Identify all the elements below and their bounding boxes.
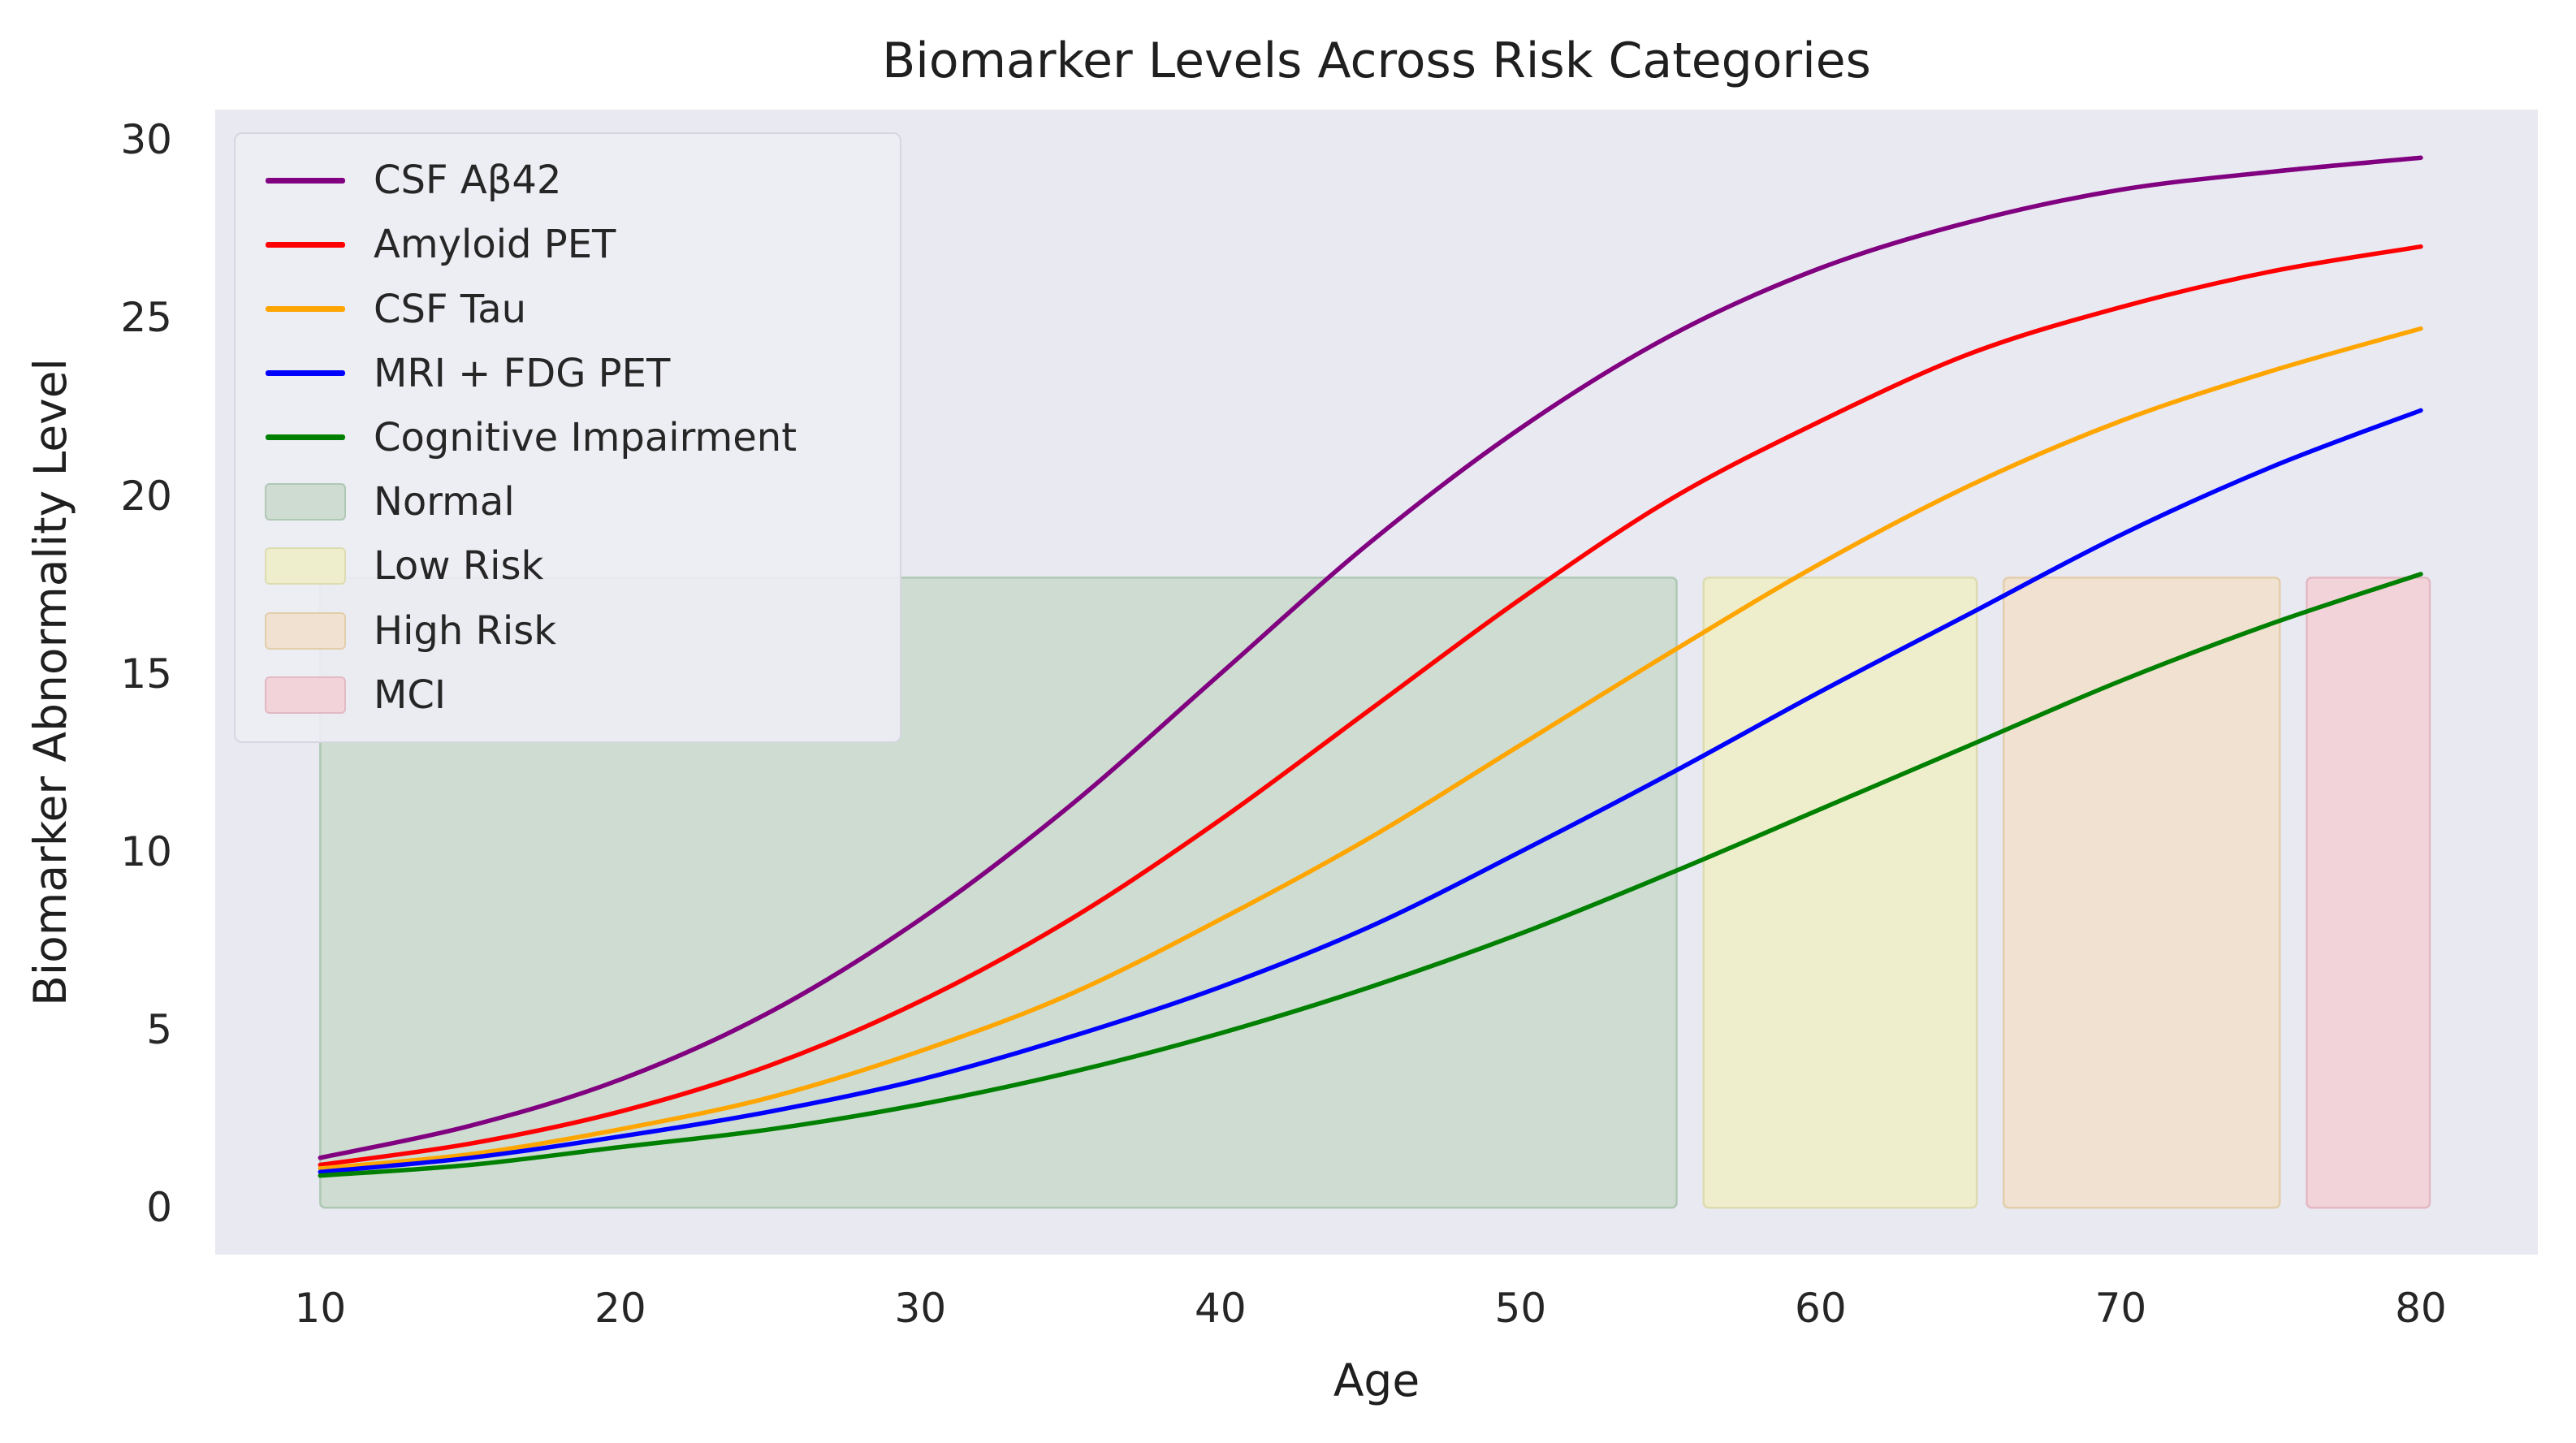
- y-tick-15: 15: [120, 650, 172, 698]
- legend-entry-cognitive-impairment: Cognitive Impairment: [265, 415, 892, 460]
- legend-entry-low-risk: Low Risk: [265, 543, 892, 589]
- x-tick-50: 50: [1494, 1285, 1547, 1332]
- legend-swatch-low-risk: [265, 547, 346, 585]
- legend-label-csf-tau: CSF Tau: [374, 286, 527, 332]
- legend-entry-csf-tau: CSF Tau: [265, 287, 892, 332]
- legend-swatch-high-risk: [265, 611, 346, 650]
- patch-swatch-icon: [265, 483, 346, 521]
- legend-label-high-risk: High Risk: [374, 607, 557, 654]
- series-amyloid-pet: [318, 244, 2423, 1168]
- x-tick-40: 40: [1195, 1285, 1247, 1332]
- x-tick-30: 30: [894, 1285, 947, 1332]
- y-tick-0: 0: [146, 1184, 172, 1232]
- line-swatch-icon: [266, 370, 345, 377]
- series-csf-a-42: [318, 155, 2423, 1160]
- x-tick-10: 10: [294, 1285, 347, 1332]
- line-swatch-icon: [266, 434, 345, 441]
- legend-entry-mci: MCI: [265, 672, 892, 718]
- legend-swatch-csf-a-42: [265, 177, 346, 184]
- y-tick-10: 10: [120, 827, 172, 875]
- band-low-risk: [1702, 577, 1978, 1209]
- y-tick-20: 20: [120, 472, 172, 520]
- legend: CSF Aβ42 Amyloid PET CSF Tau MRI + FDG PET C…: [234, 132, 901, 743]
- chart-title: Biomarker Levels Across Risk Categories: [882, 32, 1871, 89]
- legend-swatch-amyloid-pet: [265, 241, 346, 248]
- band-high-risk: [2003, 577, 2281, 1209]
- band-mci: [2306, 577, 2431, 1209]
- line-swatch-icon: [266, 177, 345, 184]
- y-tick-25: 25: [120, 294, 172, 342]
- x-tick-60: 60: [1795, 1285, 1847, 1332]
- x-axis-label: Age: [1333, 1354, 1420, 1406]
- patch-swatch-icon: [265, 676, 346, 714]
- series-mri-fdg-pet: [318, 408, 2423, 1175]
- legend-label-csf-a-42: CSF Aβ42: [374, 158, 562, 204]
- series-csf-tau: [318, 326, 2423, 1171]
- series-cognitive-impairment: [318, 572, 2423, 1178]
- plot-area: [215, 110, 2538, 1255]
- legend-label-low-risk: Low Risk: [374, 543, 544, 590]
- legend-swatch-csf-tau: [265, 306, 346, 313]
- legend-swatch-normal: [265, 483, 346, 521]
- legend-entry-high-risk: High Risk: [265, 608, 892, 654]
- legend-label-mri-fdg-pet: MRI + FDG PET: [374, 350, 671, 396]
- legend-swatch-cognitive-impairment: [265, 434, 346, 441]
- line-swatch-icon: [266, 306, 345, 313]
- y-tick-5: 5: [146, 1005, 172, 1053]
- y-tick-30: 30: [120, 116, 172, 164]
- legend-label-normal: Normal: [374, 479, 515, 525]
- legend-swatch-mri-fdg-pet: [265, 370, 346, 377]
- patch-swatch-icon: [265, 547, 346, 585]
- y-axis-label-text: Biomarker Abnormality Level: [24, 358, 76, 1006]
- legend-entry-csf-a-42: CSF Aβ42: [265, 158, 892, 203]
- legend-entry-amyloid-pet: Amyloid PET: [265, 222, 892, 267]
- x-tick-80: 80: [2395, 1285, 2447, 1332]
- legend-label-mci: MCI: [374, 672, 447, 718]
- legend-swatch-mci: [265, 676, 346, 714]
- legend-entry-normal: Normal: [265, 479, 892, 525]
- line-swatch-icon: [266, 241, 345, 248]
- x-tick-20: 20: [594, 1285, 646, 1332]
- patch-swatch-icon: [265, 611, 346, 650]
- legend-label-amyloid-pet: Amyloid PET: [374, 222, 616, 268]
- x-tick-70: 70: [2094, 1285, 2147, 1332]
- legend-entry-mri-fdg-pet: MRI + FDG PET: [265, 351, 892, 396]
- legend-label-cognitive-impairment: Cognitive Impairment: [374, 414, 797, 460]
